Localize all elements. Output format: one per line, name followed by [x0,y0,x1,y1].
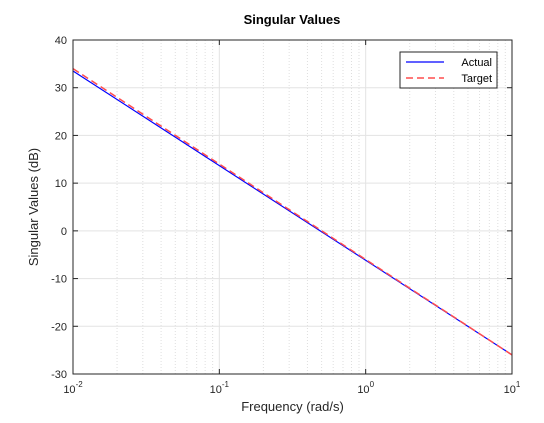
x-tick-label: 10-2 [63,380,83,396]
y-tick-label: -10 [51,274,67,286]
series-layer [72,68,513,356]
plot-area-frame [72,39,513,375]
y-tick-label: 20 [55,130,67,142]
series-line-actual [72,70,513,356]
legend: Actual Target [399,51,498,89]
chart-title: Singular Values [244,12,341,27]
legend-box [399,51,498,89]
ticks: 10-2 10-1 100 101 -30 -20 -10 0 10 20 30 40 [51,35,521,396]
y-tick-label: -20 [51,321,67,333]
y-tick-label: 10 [55,178,67,190]
x-axis-label: Frequency (rad/s) [241,399,344,414]
x-tick-label: 101 [504,380,521,396]
legend-label-actual: Actual [461,57,492,69]
y-tick-label: -30 [51,369,67,381]
y-tick-label: 40 [55,35,67,47]
y-axis-label: Singular Values (dB) [26,148,41,266]
y-tick-label: 30 [55,83,67,95]
x-tick-label: 100 [357,380,374,396]
y-tick-label: 0 [61,226,67,238]
x-tick-label: 10-1 [210,380,230,396]
legend-label-target: Target [461,73,492,85]
